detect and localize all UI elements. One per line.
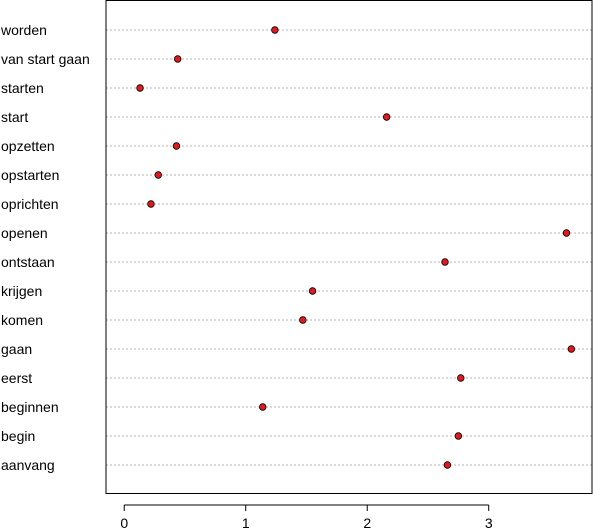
- data-point-worden: [271, 26, 279, 34]
- data-point-eerst: [457, 374, 465, 382]
- category-label-krijgen: krijgen: [1, 283, 42, 299]
- category-label-openen: openen: [1, 225, 48, 241]
- plot-frame: [105, 0, 593, 494]
- data-point-starten: [136, 84, 144, 92]
- category-label-begin: begin: [1, 428, 35, 444]
- category-label-worden: worden: [0, 22, 47, 38]
- category-label-aanvang: aanvang: [1, 457, 55, 473]
- category-label-gaan: gaan: [1, 341, 32, 357]
- x-axis: 0 1 2 3: [120, 504, 493, 530]
- x-tick-label-3: 3: [485, 515, 493, 530]
- category-label-beginnen: beginnen: [1, 399, 59, 415]
- category-label-opstarten: opstarten: [1, 167, 59, 183]
- category-label-eerst: eerst: [1, 370, 32, 386]
- grid-lines: [106, 29, 592, 466]
- data-point-van-start-gaan: [173, 55, 182, 63]
- x-tick-label-0: 0: [120, 515, 128, 530]
- x-tick-label-2: 2: [363, 515, 371, 530]
- data-point-start: [382, 113, 391, 121]
- data-point-begin: [454, 432, 463, 440]
- category-label-start: start: [1, 109, 28, 125]
- data-points: [136, 26, 576, 469]
- category-label-oprichten: oprichten: [1, 196, 59, 212]
- data-point-opstarten: [154, 171, 162, 179]
- category-label-komen: komen: [1, 312, 43, 328]
- data-point-oprichten: [147, 200, 155, 208]
- x-tick-label-1: 1: [242, 515, 250, 530]
- data-point-komen: [299, 316, 307, 324]
- category-label-ontstaan: ontstaan: [1, 254, 55, 270]
- category-label-starten: starten: [1, 80, 44, 96]
- category-label-van-start-gaan: van start gaan: [1, 51, 90, 67]
- category-labels: worden van start gaan starten start opzetten…: [0, 22, 90, 473]
- data-point-ontstaan: [441, 258, 449, 266]
- data-point-gaan: [567, 345, 576, 353]
- data-point-krijgen: [308, 287, 317, 295]
- data-point-aanvang: [443, 461, 452, 469]
- data-point-openen: [562, 229, 571, 237]
- data-point-opzetten: [172, 142, 181, 150]
- category-label-opzetten: opzetten: [1, 138, 55, 154]
- data-point-beginnen: [259, 403, 267, 411]
